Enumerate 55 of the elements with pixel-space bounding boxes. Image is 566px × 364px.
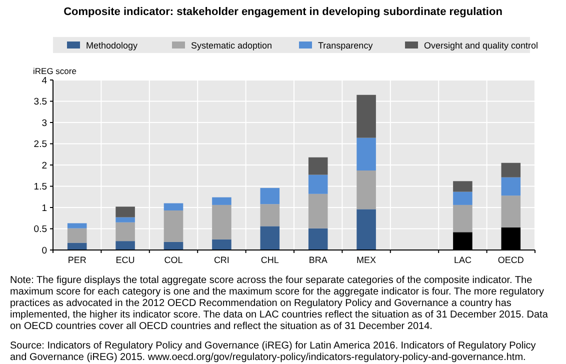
y-tick-label: 3 [42, 118, 47, 129]
y-tick-label: 0 [42, 245, 47, 256]
x-tick-label: COL [164, 255, 183, 265]
bar [164, 210, 184, 242]
bar [116, 217, 135, 222]
bar [501, 162, 521, 178]
y-tick-label: 3.5 [34, 96, 47, 108]
legend-label: Methodology [86, 40, 138, 50]
bar [260, 188, 280, 204]
bar [212, 204, 232, 240]
y-tick-label: 1.5 [34, 182, 47, 193]
y-tick-label: 2 [42, 160, 47, 172]
legend-label: Oversight and quality control [424, 40, 538, 50]
y-tick-label: 1 [42, 202, 47, 214]
bar [212, 197, 232, 205]
x-tick-label: CRI [214, 255, 230, 265]
bar [308, 194, 328, 228]
bar [356, 94, 376, 138]
bar [453, 181, 472, 192]
text: Note: The figure displays the total aggregate score across the four separate categories of the composite indicator. The maximum score for each category is one and the maximum score for the aggregate indicator is four. The more regulatory practices as advocated in the 2012 OECD Recommendation on Regulatory Policy and Governance a country has implemented, the higher its indicator score. The data on LAC countries reflect the situation as of 31 December 2015. Data on OECD countries cover all OECD countries and reflect the situation as of 31 December 2014. [10, 275, 548, 332]
bar [356, 138, 376, 171]
bar [501, 196, 521, 228]
source-note: Source: Indicators of Regulatory Policy and Governance (iREG) for Latin America 2016. Indicators of Regulatory Policy and Governance (iREG) 2015. www.oecd.org/gov/regulatory-policy/indicators-regulatory-policy-and-governance.htm. [10, 340, 536, 363]
bar [356, 170, 376, 210]
y-tick-label: 4 [42, 75, 47, 86]
bar [260, 204, 280, 226]
legend-label: Transparency [318, 40, 374, 50]
y-axis-title: iREG score [33, 66, 77, 76]
x-tick-label: OECD [498, 255, 524, 265]
bar [116, 206, 135, 218]
bar [116, 222, 135, 242]
bar [164, 203, 184, 210]
bar [453, 192, 472, 205]
bar [308, 228, 328, 250]
bar [116, 241, 135, 250]
bar [67, 223, 87, 228]
y-tick-label: 0.5 [34, 224, 47, 236]
x-tick-label: LAC [454, 255, 472, 265]
bar [356, 209, 376, 250]
x-tick-label: ECU [116, 255, 135, 265]
x-tick-label: CHL [260, 255, 279, 265]
bar [308, 174, 328, 194]
bar [308, 157, 328, 175]
chart-title: Composite indicator: stakeholder engagement in developing subordinate regulation [64, 6, 503, 18]
legend-label: Systematic adoption [191, 40, 272, 50]
bar [453, 204, 472, 232]
bar [164, 242, 184, 250]
x-tick-label: MEX [356, 255, 376, 265]
bar [67, 228, 87, 243]
bar [212, 239, 232, 250]
y-tick-label: 2.5 [34, 139, 47, 150]
x-tick-label: PER [68, 255, 87, 265]
bar [260, 226, 280, 250]
x-tick-label: BRA [308, 255, 328, 265]
bar [501, 177, 521, 196]
